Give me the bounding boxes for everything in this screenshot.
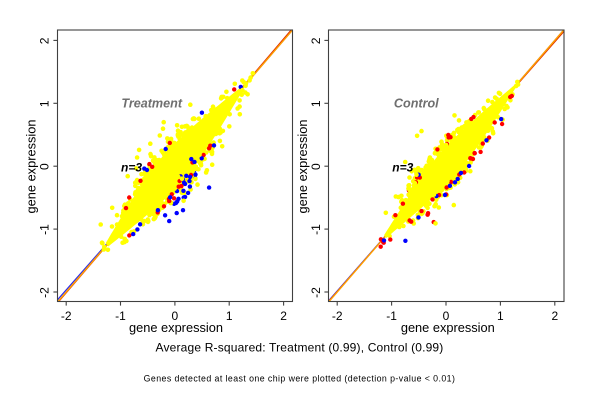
svg-text:-1: -1 — [386, 309, 397, 323]
svg-text:-2: -2 — [38, 287, 52, 298]
svg-text:0: 0 — [38, 163, 52, 170]
svg-text:Control: Control — [394, 96, 439, 110]
svg-text:1: 1 — [38, 100, 52, 107]
svg-text:Genes detected at least one ch: Genes detected at least one chip were pl… — [144, 374, 456, 384]
svg-text:n=3: n=3 — [121, 161, 142, 175]
svg-text:0: 0 — [443, 309, 450, 323]
svg-text:1: 1 — [226, 309, 233, 323]
svg-text:gene expression: gene expression — [129, 320, 223, 335]
svg-text:Average R-squared: Treatment (: Average R-squared: Treatment (0.99), Con… — [156, 341, 444, 355]
svg-text:-1: -1 — [309, 224, 323, 235]
svg-text:2: 2 — [38, 37, 52, 44]
svg-text:0: 0 — [309, 163, 323, 170]
svg-text:2: 2 — [280, 309, 287, 323]
svg-text:2: 2 — [551, 309, 558, 323]
svg-text:-2: -2 — [332, 309, 343, 323]
svg-text:gene expression: gene expression — [401, 320, 495, 335]
svg-text:-1: -1 — [38, 224, 52, 235]
svg-text:-1: -1 — [115, 309, 126, 323]
svg-text:2: 2 — [309, 37, 323, 44]
svg-text:Treatment: Treatment — [121, 96, 182, 110]
svg-text:gene expression: gene expression — [295, 120, 310, 214]
svg-text:1: 1 — [497, 309, 504, 323]
svg-text:gene expression: gene expression — [24, 120, 39, 214]
svg-text:-2: -2 — [309, 287, 323, 298]
svg-text:0: 0 — [172, 309, 179, 323]
svg-text:1: 1 — [309, 100, 323, 107]
svg-text:n=3: n=3 — [392, 161, 413, 175]
svg-text:-2: -2 — [61, 309, 72, 323]
